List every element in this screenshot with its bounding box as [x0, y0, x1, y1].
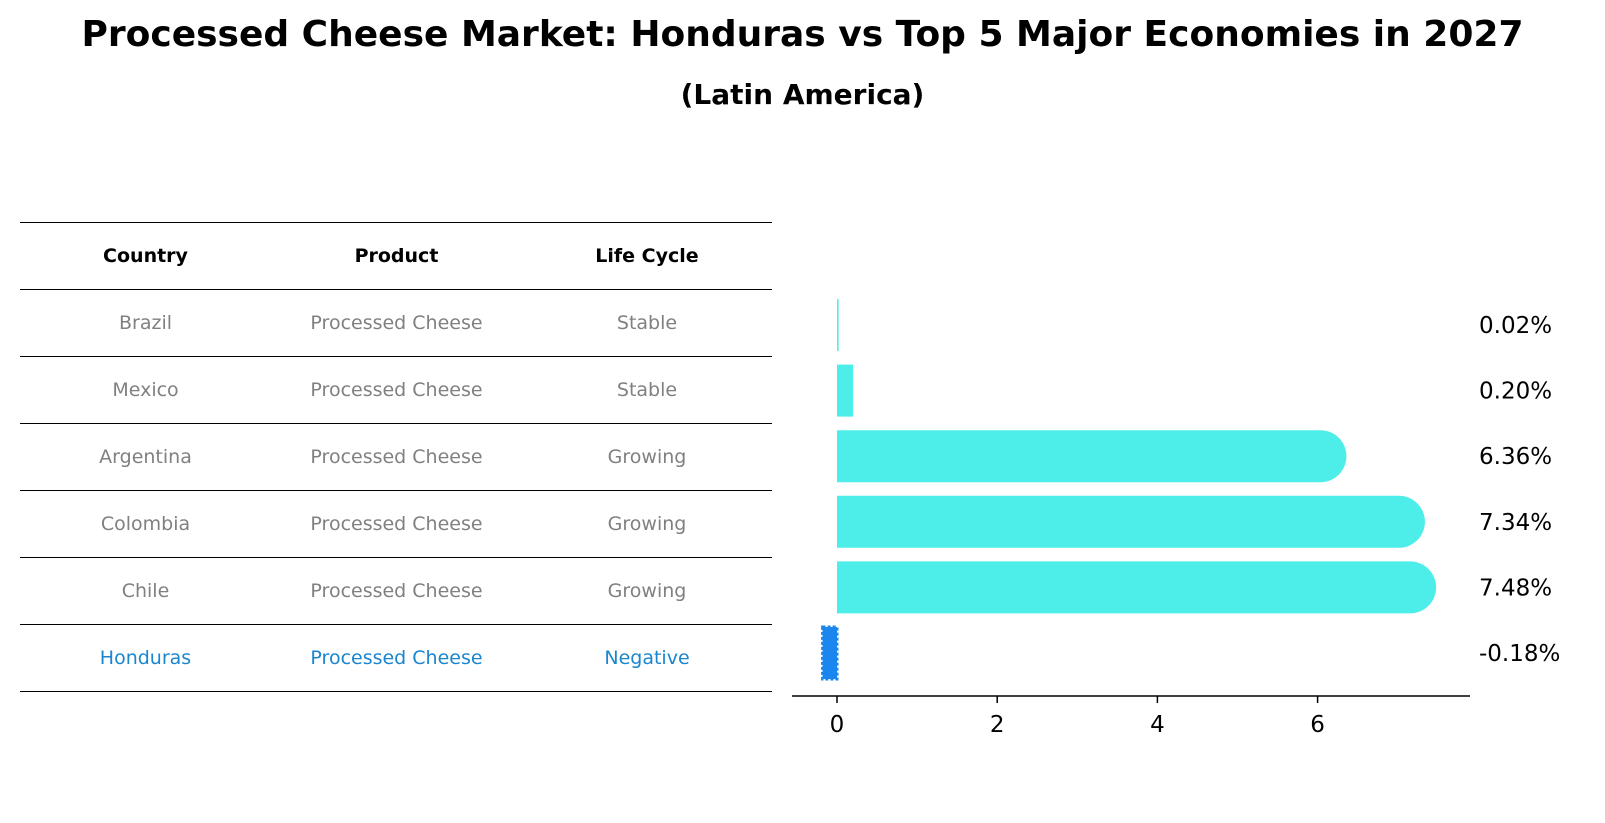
table-cell-country: Colombia — [100, 513, 191, 535]
x-ticks-group: 0 2 4 6 — [830, 696, 1325, 738]
table-cell-country: Brazil — [118, 312, 173, 334]
table-cell-country: Argentina — [99, 446, 192, 468]
table-cell-product: Processed Cheese — [310, 446, 483, 468]
value-label: 7.34% — [1479, 510, 1552, 536]
table-cell-country: Honduras — [99, 647, 192, 669]
table-row: Chile Processed Cheese Growing — [20, 557, 772, 624]
table-cell-product: Processed Cheese — [310, 312, 483, 334]
bar-argentina — [837, 430, 1347, 483]
table-cell-product: Processed Cheese — [310, 379, 483, 401]
table-row: Brazil Processed Cheese Stable — [20, 289, 772, 356]
table-header-life-cycle: Life Cycle — [595, 245, 699, 267]
table-cell-country: Mexico — [112, 379, 179, 401]
value-label: -0.18% — [1479, 641, 1560, 667]
value-label: 7.48% — [1479, 575, 1552, 601]
x-tick-label: 2 — [990, 712, 1005, 738]
bars-group — [821, 299, 1437, 681]
table-row: Mexico Processed Cheese Stable — [20, 356, 772, 423]
bar-colombia — [837, 495, 1425, 548]
table-header-row: Country Product Life Cycle — [20, 222, 772, 289]
table-row: Colombia Processed Cheese Growing — [20, 490, 772, 557]
table-row: Argentina Processed Cheese Growing — [20, 423, 772, 490]
table-cell-life-cycle: Growing — [607, 446, 687, 468]
chart-title: Processed Cheese Market: Honduras vs Top… — [81, 14, 1524, 55]
table-cell-life-cycle: Growing — [607, 513, 687, 535]
x-tick-label: 0 — [830, 712, 845, 738]
table-cell-life-cycle: Growing — [607, 580, 687, 602]
table-cell-product: Processed Cheese — [310, 647, 483, 669]
table-cell-product: Processed Cheese — [310, 513, 483, 535]
table-cell-life-cycle: Stable — [616, 312, 678, 334]
table-cell-life-cycle: Negative — [604, 647, 690, 669]
table-header-product: Product — [354, 245, 439, 267]
table-cell-life-cycle: Stable — [616, 379, 678, 401]
table-cell-product: Processed Cheese — [310, 580, 483, 602]
x-tick-label: 6 — [1310, 712, 1325, 738]
value-labels-group: 0.02% 0.20% 6.36% 7.34% 7.48% -0.18% — [1479, 313, 1560, 667]
bar-chile — [837, 561, 1437, 614]
table-header-country: Country — [103, 245, 188, 267]
value-label: 0.20% — [1479, 379, 1552, 405]
value-label: 6.36% — [1479, 444, 1552, 470]
table-cell-country: Chile — [121, 580, 170, 602]
bar-mexico — [837, 364, 854, 417]
table-row-highlight: Honduras Processed Cheese Negative — [20, 624, 772, 692]
chart-subtitle: (Latin America) — [680, 78, 925, 111]
x-tick-label: 4 — [1150, 712, 1165, 738]
country-table: Country Product Life Cycle Brazil Proces… — [20, 222, 772, 692]
value-label: 0.02% — [1479, 313, 1552, 339]
bar-honduras — [821, 625, 839, 681]
bar-brazil — [837, 299, 839, 351]
